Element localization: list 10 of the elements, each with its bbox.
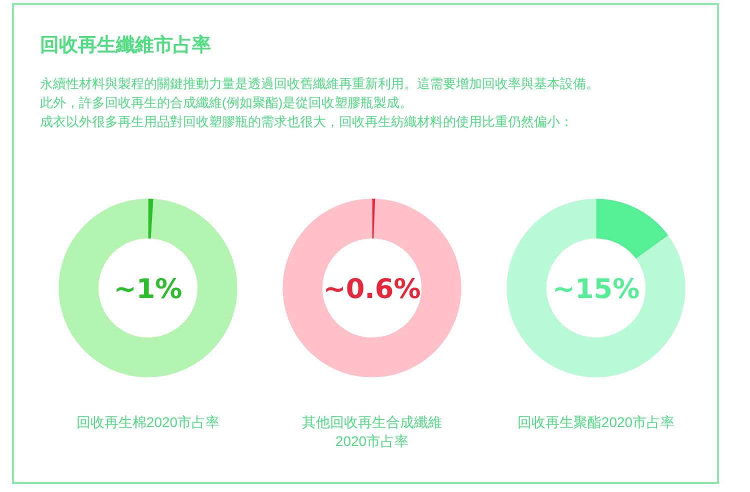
text: ~15% bbox=[552, 274, 640, 305]
text: 永續性材料與製程的關鍵推動力量是透過回收舊纖維再重新利用。這需要增加回收率與基本設備。 bbox=[40, 75, 600, 93]
text: 回收再生棉2020市占率 bbox=[75, 413, 221, 432]
text: 此外，許多回收再生的合成纖維(例如聚酯)是從回收塑膠瓶製成。 bbox=[40, 94, 414, 112]
text: 回收再生纖維市占率 bbox=[40, 34, 212, 58]
text: 成衣以外很多再生用品對回收塑膠瓶的需求也很大，回收再生紡織材料的使用比重仍然偏小： bbox=[40, 113, 574, 131]
text: 回收再生聚酯2020市占率 bbox=[516, 413, 676, 432]
text: ~0.6% bbox=[323, 274, 421, 305]
text: ~1% bbox=[114, 274, 182, 305]
text: 其他回收再生合成纖維2020市占率 bbox=[301, 413, 443, 451]
